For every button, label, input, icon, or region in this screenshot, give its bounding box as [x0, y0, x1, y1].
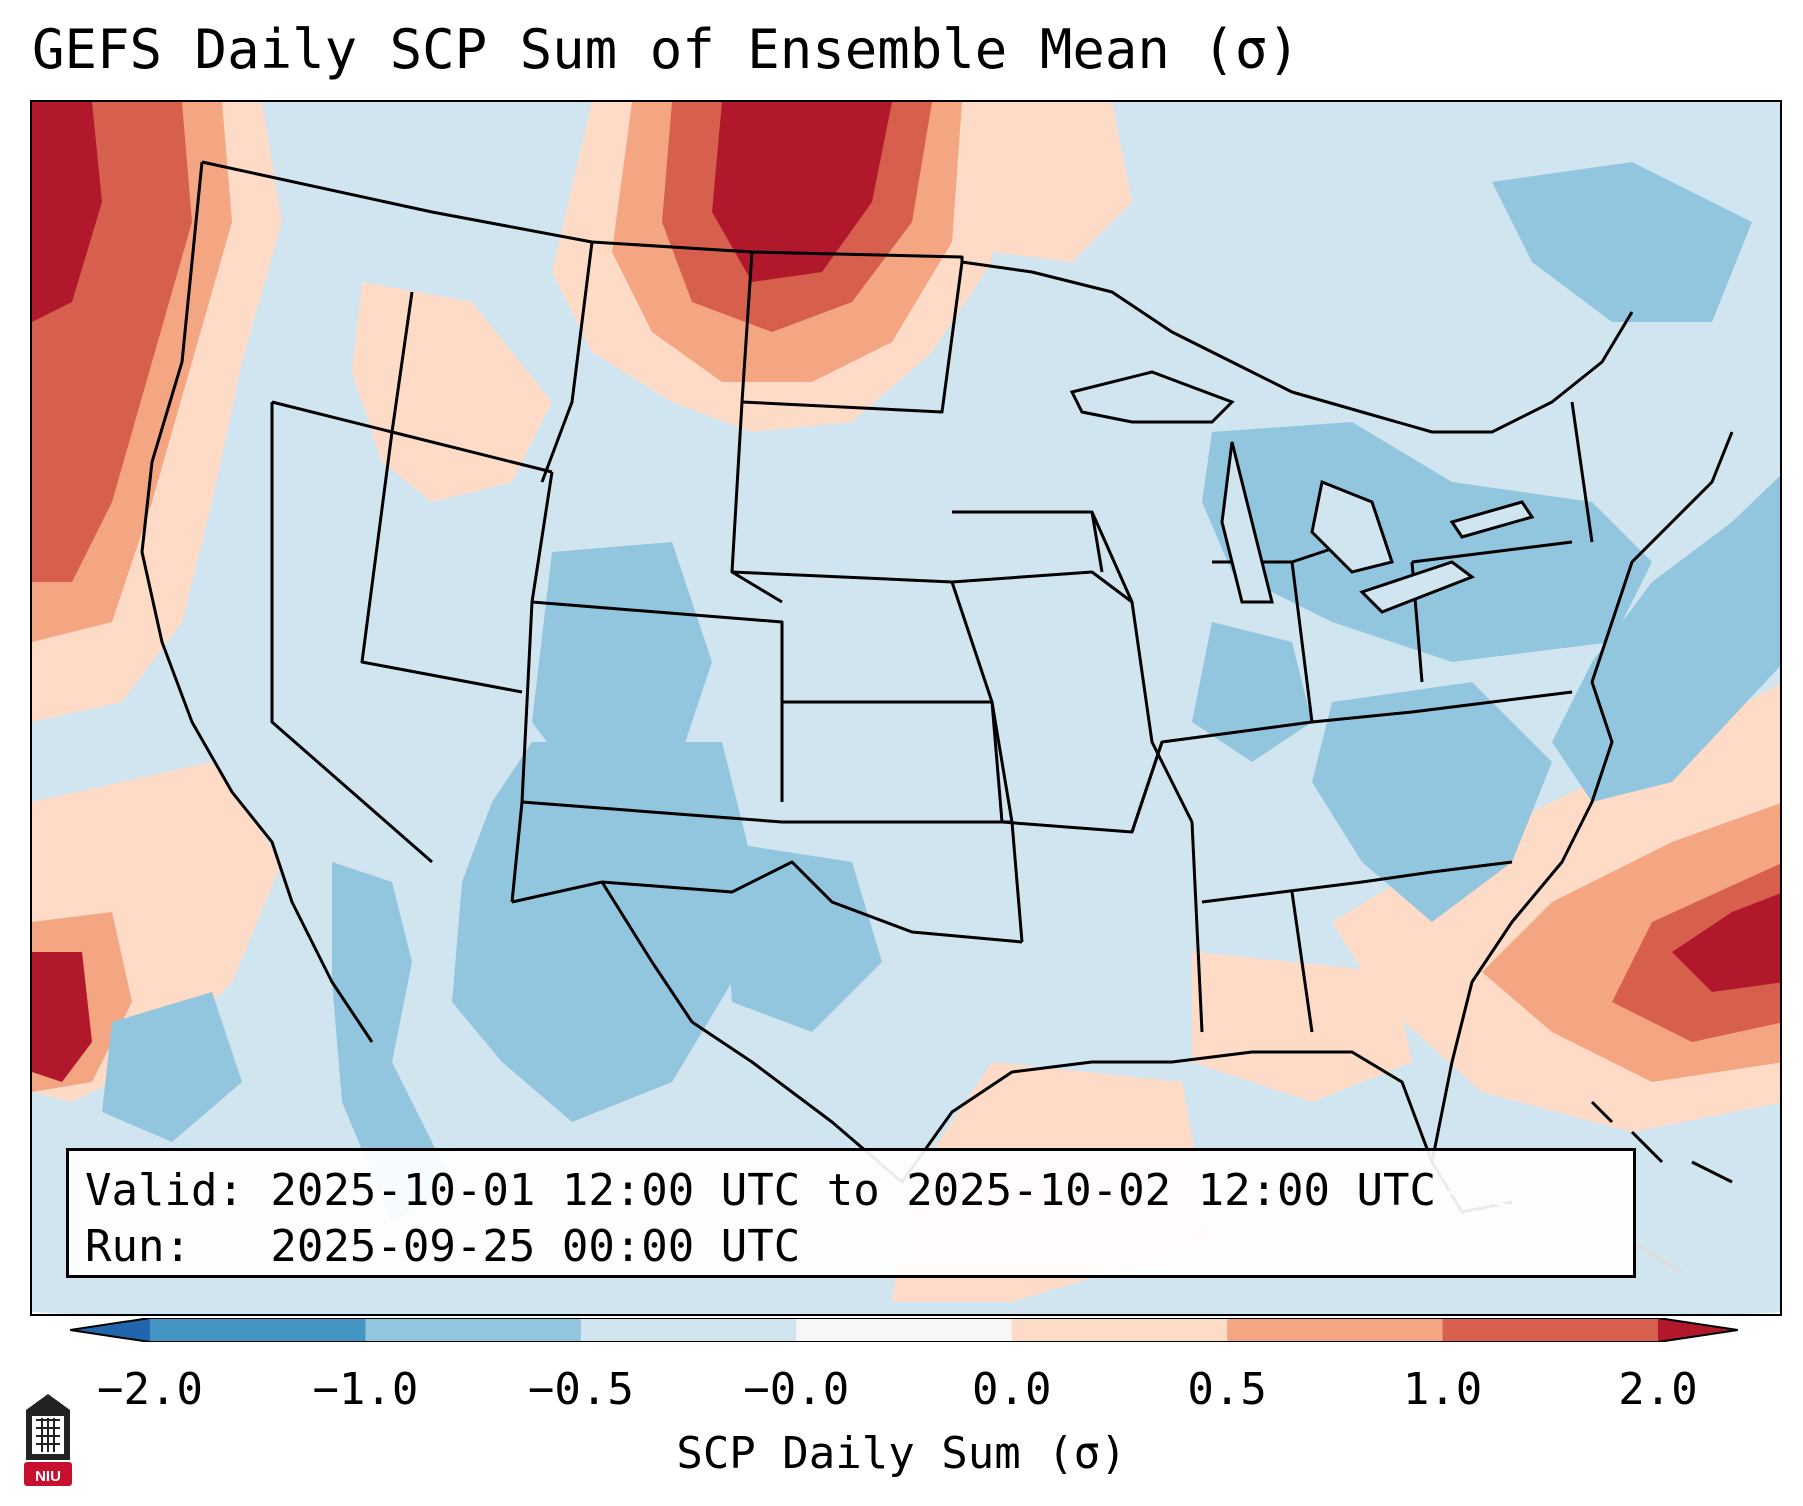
colorbar-bin [1442, 1318, 1659, 1342]
map-title: GEFS Daily SCP Sum of Ensemble Mean (σ) [32, 18, 1300, 81]
colorbar-bin [796, 1318, 1013, 1342]
colorbar-bin [580, 1318, 797, 1342]
colorbar-bin [1227, 1318, 1444, 1342]
colorbar-tick-label: −0.5 [527, 1364, 634, 1415]
colorbar-tick-label: 0.5 [1187, 1364, 1267, 1415]
colorbar-bin [1011, 1318, 1228, 1342]
niu-logo-icon [24, 1394, 72, 1486]
colorbar-tick-label: 0.0 [971, 1364, 1052, 1415]
colorbar-tick-label: 1.0 [1402, 1364, 1483, 1415]
colorbar [70, 1318, 1738, 1342]
validity-info-box: Valid: 2025-10-01 12:00 UTC to 2025-10-0… [66, 1148, 1636, 1278]
colorbar-tick-label: −2.0 [97, 1364, 203, 1415]
map-panel [30, 100, 1782, 1316]
map-canvas [32, 102, 1780, 1314]
positive-anomaly-max [32, 102, 1780, 1082]
state-boundaries [140, 160, 1734, 1214]
run-time-text: Run: 2025-09-25 00:00 UTC [85, 1221, 801, 1272]
niu-logo-text: NIU [35, 1468, 61, 1485]
colorbar-bin [365, 1318, 582, 1342]
colorbar-tick-label: −1.0 [312, 1364, 419, 1415]
colorbar-extend-low [70, 1318, 150, 1342]
colorbar-tick-label: 2.0 [1618, 1364, 1698, 1415]
colorbar-extend-high [1658, 1318, 1738, 1342]
colorbar-bin [150, 1318, 366, 1342]
great-lakes [1069, 370, 1535, 614]
colorbar-tick-label: −0.0 [743, 1364, 850, 1415]
bahamas [1590, 1100, 1733, 1184]
valid-time-text: Valid: 2025-10-01 12:00 UTC to 2025-10-0… [85, 1165, 1437, 1216]
colorbar-label: SCP Daily Sum (σ) [676, 1428, 1127, 1479]
